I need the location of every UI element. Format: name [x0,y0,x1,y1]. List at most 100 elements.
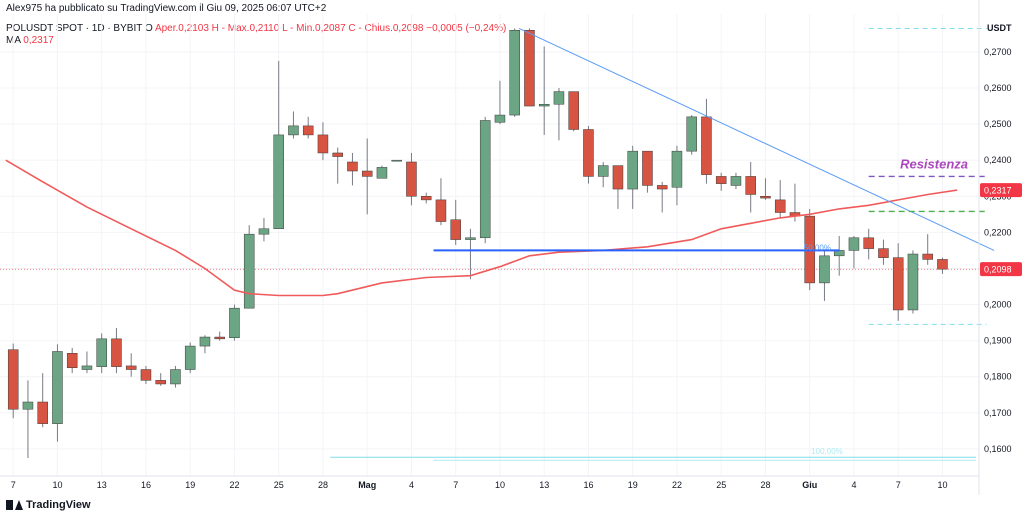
close-value: C - Chius.0,2098 [348,23,424,34]
candle-body [7,349,19,410]
x-tick-label: 16 [583,480,593,490]
y-tick-label: 0,1600 [984,444,1012,454]
candle-body [937,259,948,270]
candle-body [450,219,461,240]
x-tick-label: 28 [318,480,328,490]
candle-body [22,401,34,410]
x-tick-label: 25 [716,480,726,490]
x-tick-label: 19 [185,480,195,490]
candle-body [686,116,697,152]
chart-grid [0,14,979,476]
candle-body [922,253,933,260]
candle-body [199,336,211,347]
x-tick-label: 25 [274,480,284,490]
y-tick-label: 0,2500 [984,119,1012,129]
candle-body [774,199,786,213]
candle-body [288,125,299,136]
candle-body [111,338,122,367]
candle-body [361,170,373,177]
candle-body [715,176,727,184]
tradingview-footer[interactable]: TradingView [6,499,91,511]
x-tick-label: 4 [851,480,856,490]
change-value: −0,0005 (−0,24%) [426,23,507,34]
candle-body [538,103,550,107]
candle-body [332,152,343,157]
candle-body [479,120,491,239]
candle-body [125,365,137,370]
candle-body [96,338,107,367]
candle-body [907,253,919,311]
candle-body [863,237,874,249]
candle-body [66,353,78,368]
chart-drawings-back: 100,00% [0,268,979,461]
tradingview-logo-icon [6,500,23,510]
candle-body [568,91,579,130]
candles [7,28,948,458]
candle-body [553,91,565,105]
resistance-label: Resistenza [900,156,968,171]
y-tick-label: 0,2200 [984,227,1012,237]
candle-body [37,401,48,424]
symbol-ohlc-line: POLUSDT SPOT · 1D · BYBIT O Aper.0,2103 … [6,23,506,34]
y-tick-label: 0,2700 [984,47,1012,57]
candle-body [745,176,756,195]
y-tick-label: 0,1800 [984,372,1012,382]
x-tick-label: 19 [628,480,638,490]
candle-body [612,165,624,190]
candle-body [391,159,402,162]
x-tick-label: 7 [11,480,16,490]
candle-body [760,196,771,199]
candle-body [406,161,417,197]
candle-body [52,351,63,424]
candle-body [642,150,653,186]
time-axis: 7 10 13 16 19 22 25 28 Mag 4 7 10 13 16 19 22 25 28 Giu 4 7 1… [0,475,979,490]
x-tick-label: 13 [539,480,549,490]
x-tick-label: 28 [760,480,770,490]
candle-body [170,369,181,385]
chart-overlay: 50,00% Resistenza [5,27,995,325]
candle-body [155,380,166,385]
ma-price-label: 0,2317 [984,186,1012,196]
x-tick-label: 13 [97,480,107,490]
candle-body [848,237,860,251]
candle-body [229,307,240,339]
candle-body [184,345,196,370]
fib-100-label: 100,00% [811,447,843,456]
x-tick-label: 4 [409,480,414,490]
candle-body [376,167,388,179]
ma-value: 0,2317 [23,35,54,46]
candle-body [878,248,889,258]
x-tick-label: 10 [495,480,505,490]
candle-body [656,185,668,190]
candle-body [214,336,225,340]
open-value: Aper.0,2103 [154,23,209,34]
candle-body [140,369,152,381]
y-tick-label: 0,2000 [984,300,1012,310]
y-tick-label: 0,2600 [984,83,1012,93]
candle-body [465,237,476,240]
x-tick-label: 10 [52,480,62,490]
y-tick-label: 0,2400 [984,155,1012,165]
price-axis: USDT0,27000,26000,25000,24000,23000,2200… [978,0,1022,495]
x-tick-label: 22 [229,480,239,490]
y-tick-label: 0,1900 [984,336,1012,346]
x-tick-label: 10 [937,480,947,490]
y-tick-label: 0,1700 [984,408,1012,418]
low-value: L - Min.0,2087 [282,23,346,34]
candle-body [524,29,535,107]
x-tick-label: 7 [453,480,458,490]
publisher-line: Alex975 ha pubblicato su TradingView.com… [6,3,327,14]
candle-body [627,150,638,190]
candle-body [258,228,270,235]
candle-body [892,257,904,311]
symbol-label[interactable]: POLUSDT SPOT · 1D · BYBIT [6,23,143,34]
last-price-label: 0,2098 [984,265,1012,275]
ma-line [5,159,958,297]
x-tick-label: Mag [358,480,376,490]
x-tick-label: Giu [802,480,817,490]
fib-50-label: 50,00% [804,244,831,253]
candle-body [509,29,520,116]
candle-body [435,199,447,222]
candle-body [302,125,314,136]
